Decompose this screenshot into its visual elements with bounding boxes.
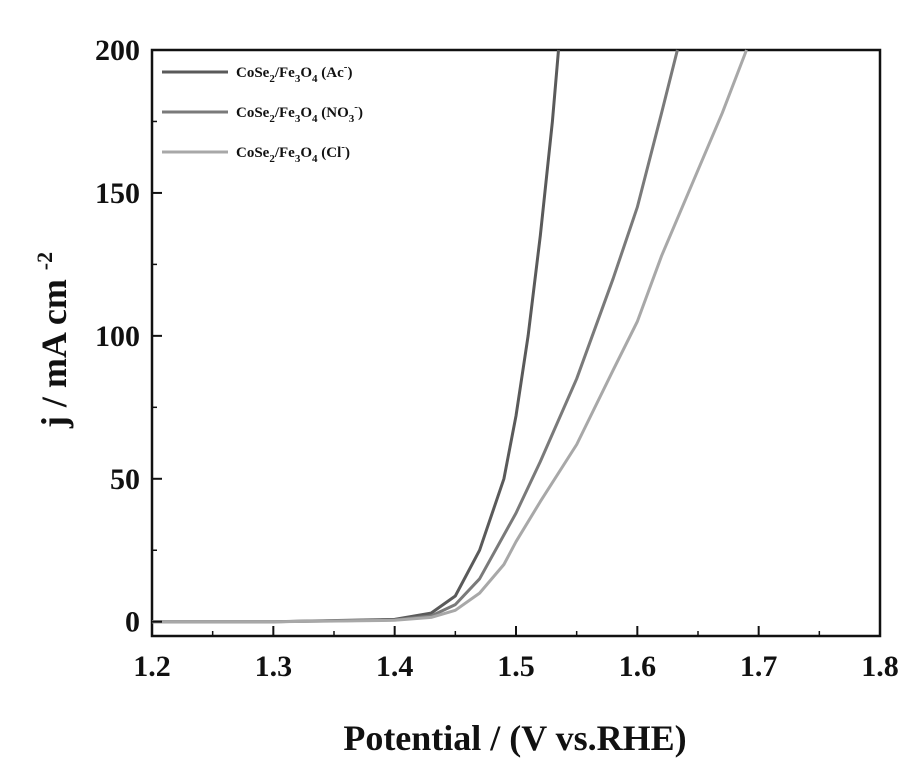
x-tick-label: 1.3 bbox=[255, 650, 293, 683]
y-axis-title: j / mA cm -2 bbox=[32, 252, 74, 429]
legend-text-part: O bbox=[300, 145, 312, 161]
legend-text-part: 3 bbox=[295, 153, 301, 165]
legend-text-part: (Cl bbox=[318, 145, 342, 161]
legend: CoSe2/Fe3O4 (Ac-)CoSe2/Fe3O4 (NO3-)CoSe2… bbox=[162, 61, 363, 165]
ticks-layer: 1.2 1.3 1.4 1.5 1.6 1.7 1.8 0 50 100 150 200 bbox=[95, 34, 899, 683]
legend-text-part: 3 bbox=[295, 73, 301, 85]
legend-text-part: O bbox=[300, 105, 312, 121]
y-axis-title-sup: -2 bbox=[32, 252, 57, 270]
x-tick-label: 1.8 bbox=[861, 650, 899, 683]
x-tick-label: 1.4 bbox=[376, 650, 414, 683]
legend-text-part: - bbox=[341, 141, 345, 153]
series-line-cl bbox=[152, 49, 748, 624]
legend-text-part: ) bbox=[358, 105, 363, 121]
legend-text-part: (Ac bbox=[318, 65, 345, 81]
legend-text-part: O bbox=[300, 65, 312, 81]
legend-text-part: 2 bbox=[269, 153, 275, 165]
legend-text-part: ) bbox=[347, 65, 352, 81]
legend-text-part: 4 bbox=[312, 153, 318, 165]
y-tick-label: 100 bbox=[95, 320, 140, 353]
plot-frame bbox=[150, 48, 882, 638]
legend-text-part: ) bbox=[345, 145, 350, 161]
legend-label-ac: CoSe2/Fe3O4 (Ac-) bbox=[236, 61, 352, 85]
series-layer bbox=[152, 49, 748, 624]
x-axis-title: Potential / (V vs.RHE) bbox=[343, 718, 686, 758]
y-tick-label: 150 bbox=[95, 177, 140, 210]
legend-text-part: 4 bbox=[312, 73, 318, 85]
x-tick-label: 1.6 bbox=[619, 650, 657, 683]
legend-text-part: 2 bbox=[269, 113, 275, 125]
legend-text-part: 2 bbox=[269, 73, 275, 85]
series-line-no3 bbox=[152, 49, 679, 624]
y-tick-label: 50 bbox=[110, 463, 140, 496]
legend-text-part: 3 bbox=[349, 113, 355, 125]
x-tick-label: 1.7 bbox=[740, 650, 778, 683]
legend-text-part: - bbox=[344, 61, 348, 73]
legend-label-cl: CoSe2/Fe3O4 (Cl-) bbox=[236, 141, 350, 165]
series-line-ac bbox=[152, 49, 560, 624]
legend-text-part: /Fe bbox=[274, 65, 295, 81]
legend-text-part: 4 bbox=[312, 113, 318, 125]
legend-text-part: (NO bbox=[318, 105, 349, 121]
y-tick-label: 0 bbox=[125, 606, 140, 639]
legend-text-part: CoSe bbox=[236, 145, 270, 161]
plot-border bbox=[150, 48, 882, 638]
legend-text-part: 3 bbox=[295, 113, 301, 125]
legend-label-no3: CoSe2/Fe3O4 (NO3-) bbox=[236, 101, 363, 125]
legend-text-part: /Fe bbox=[274, 145, 295, 161]
x-tick-label: 1.2 bbox=[133, 650, 171, 683]
legend-text-part: - bbox=[354, 101, 358, 113]
y-axis-title-main: j / mA cm bbox=[34, 279, 74, 429]
legend-text-part: /Fe bbox=[274, 105, 295, 121]
legend-text-part: CoSe bbox=[236, 105, 270, 121]
y-tick-label: 200 bbox=[95, 34, 140, 67]
x-tick-label: 1.5 bbox=[497, 650, 535, 683]
legend-text-part: CoSe bbox=[236, 65, 270, 81]
